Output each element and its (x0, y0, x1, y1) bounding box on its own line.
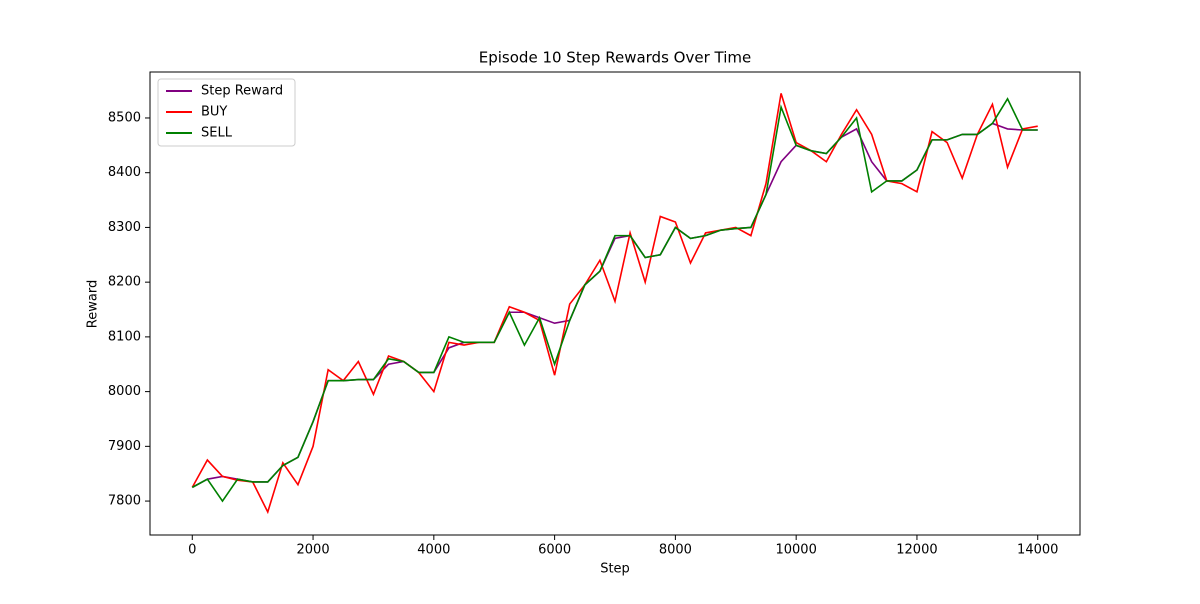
x-tick-label: 6000 (538, 543, 571, 558)
x-tick-label: 8000 (659, 543, 692, 558)
x-tick-label: 14000 (1017, 543, 1058, 558)
x-tick-label: 4000 (417, 543, 450, 558)
y-tick-label: 8200 (108, 275, 141, 290)
x-tick-label: 12000 (896, 543, 937, 558)
legend-box (157, 78, 296, 147)
legend-label: Step Reward (201, 84, 283, 99)
legend-label: SELL (201, 126, 233, 141)
x-tick-label: 0 (188, 543, 196, 558)
legend-label: BUY (201, 105, 227, 120)
x-tick-label: 2000 (297, 543, 330, 558)
y-tick-label: 8000 (108, 384, 141, 399)
series-line (191, 97, 1038, 503)
plot-frame (149, 71, 1081, 536)
y-axis-label: Reward (86, 280, 101, 328)
y-tick-label: 8100 (108, 329, 141, 344)
y-tick-label: 8400 (108, 165, 141, 180)
y-tick-label: 7900 (108, 439, 141, 454)
y-tick-label: 8300 (108, 220, 141, 235)
y-tick-label: 8500 (108, 110, 141, 125)
x-tick-label: 10000 (775, 543, 816, 558)
x-axis-label: Step (600, 562, 630, 577)
series-line (191, 93, 1038, 515)
chart-title: Episode 10 Step Rewards Over Time (479, 49, 751, 67)
series-line (191, 122, 1038, 489)
y-tick-label: 7800 (108, 494, 141, 509)
